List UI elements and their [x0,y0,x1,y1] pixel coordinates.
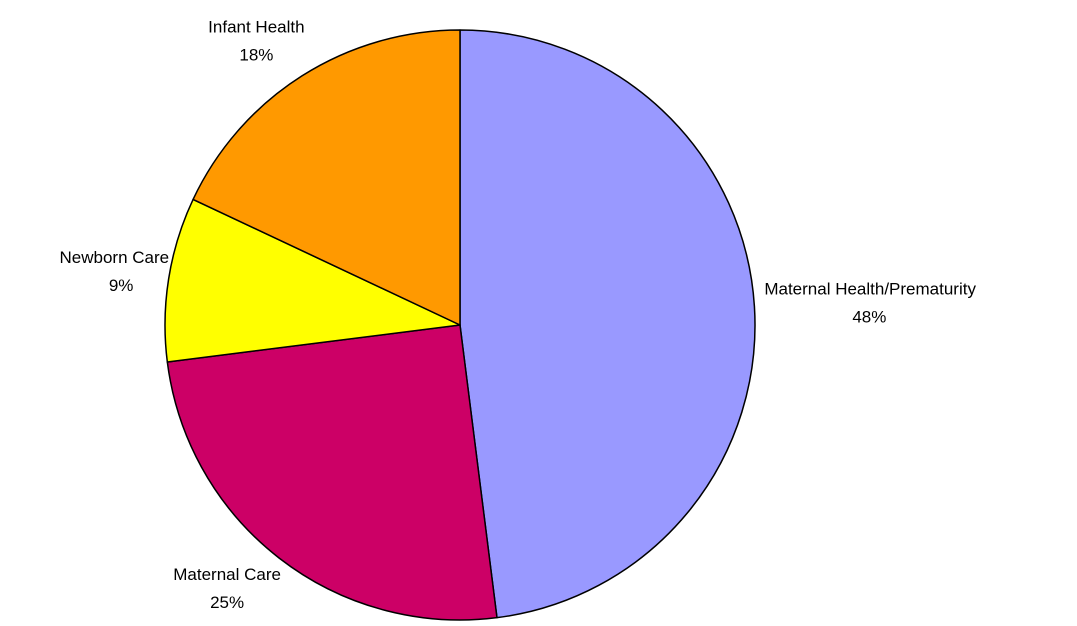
pie-slice [192,29,461,326]
pie-slice [164,198,461,363]
slice-label: Newborn Care [60,248,170,267]
slice-value-label: 9% [109,276,134,295]
slice-label: Infant Health [208,18,304,37]
slice-value-label: 25% [210,593,244,612]
pie-slice [459,29,756,619]
slice-label: Maternal Care [173,565,281,584]
pie-slice [166,324,498,621]
slice-value-label: 18% [239,46,273,65]
slice-label: Maternal Health/Prematurity [764,279,976,298]
slice-value-label: 48% [852,307,886,326]
